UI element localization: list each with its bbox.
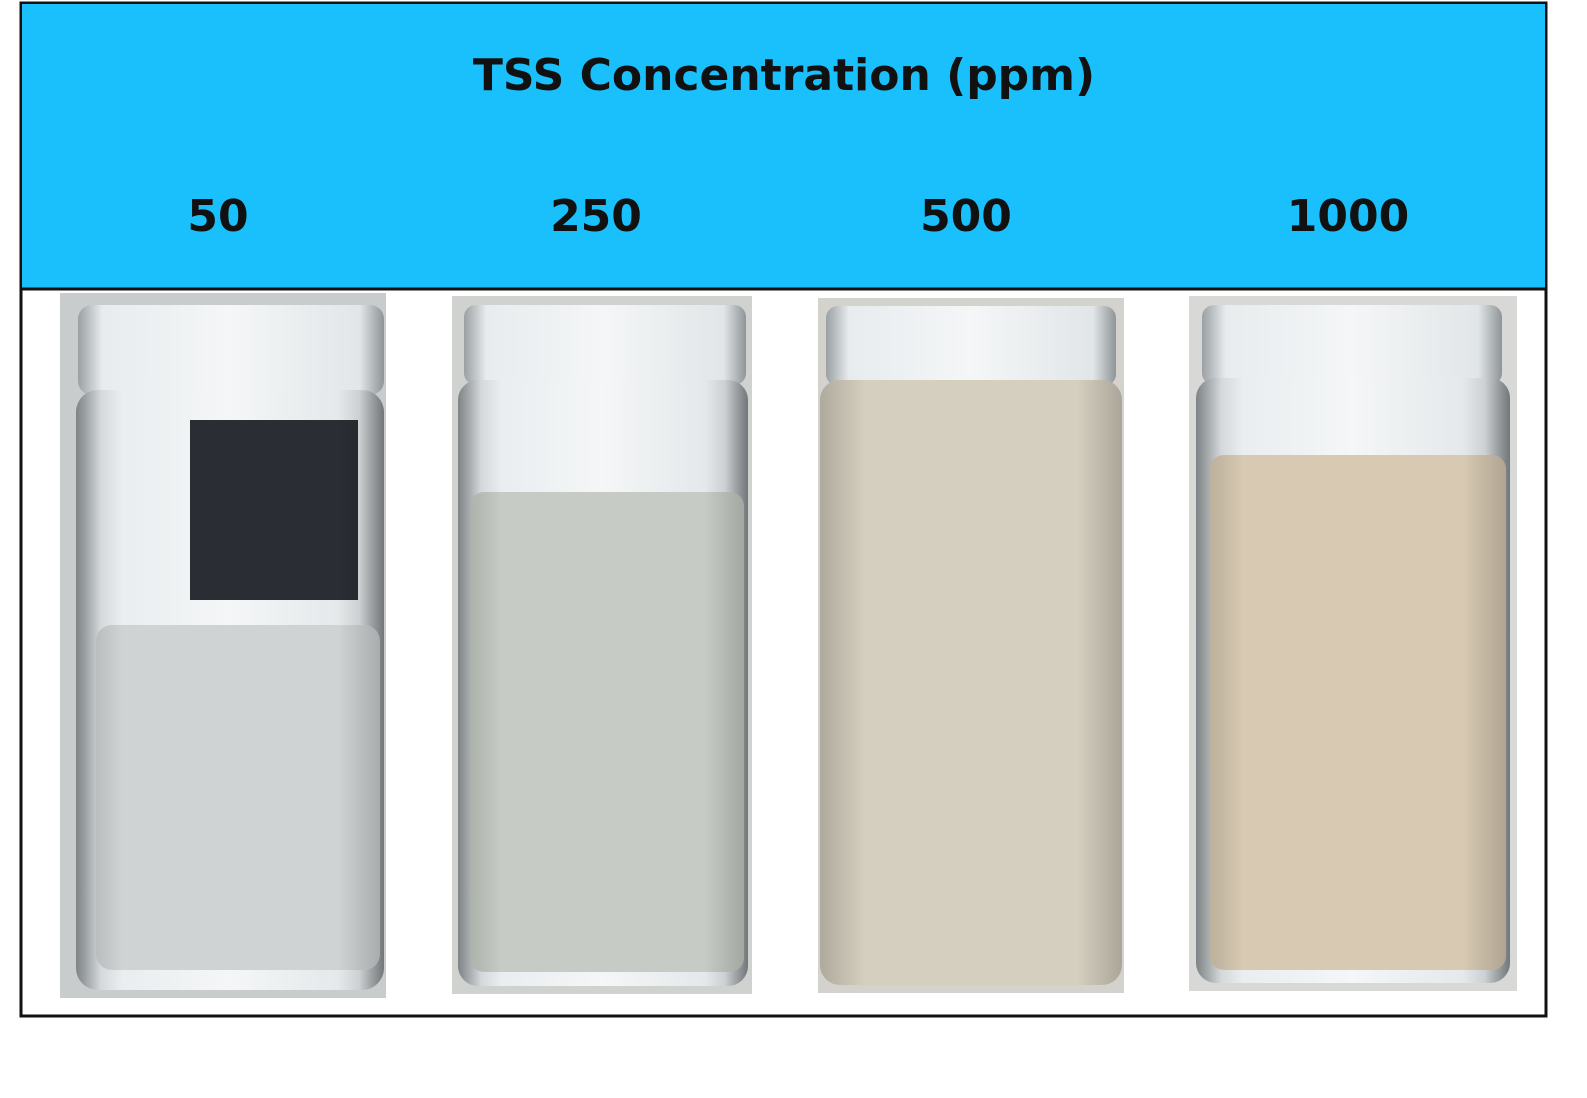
concentration-label: 250 — [550, 191, 642, 242]
jar-photo — [818, 298, 1124, 993]
jar-photo — [1189, 296, 1517, 991]
concentration-label: 1000 — [1287, 191, 1409, 242]
header-title: TSS Concentration (ppm) — [473, 50, 1095, 101]
header-band — [22, 4, 1545, 289]
concentration-label: 50 — [187, 191, 248, 242]
jar-photo — [452, 296, 752, 994]
jar-photo — [60, 293, 386, 998]
concentration-label: 500 — [920, 191, 1012, 242]
